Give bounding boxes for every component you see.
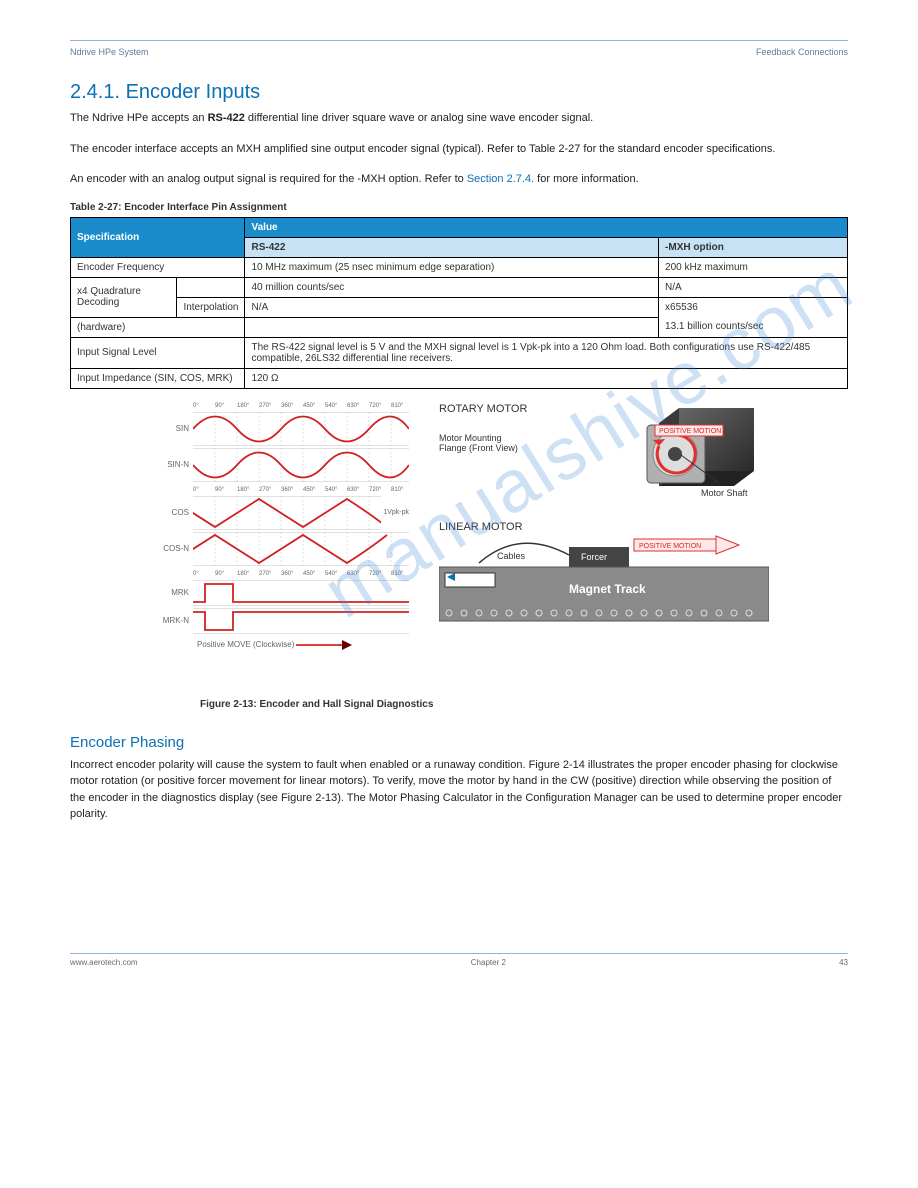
svg-text:720°: 720° [369,571,382,576]
svg-text:450°: 450° [303,571,316,576]
figure-caption: Figure 2-13: Encoder and Hall Signal Dia… [200,699,848,710]
svg-text:720°: 720° [369,403,382,408]
signal-label: SIN-N [149,460,193,469]
linear-title: LINEAR MOTOR [439,521,523,533]
svg-text:630°: 630° [347,403,360,408]
signal-label: MRK-N [149,616,193,625]
svg-text:Magnet Track: Magnet Track [569,582,646,596]
table-row: Interpolation N/A x65536 [71,297,848,317]
para-3: An encoder with an analog output signal … [70,171,848,188]
svg-text:270°: 270° [259,487,272,492]
top-rule [70,40,848,41]
table-row: Encoder Frequency 10 MHz maximum (25 nse… [71,257,848,277]
footer-right: 43 [839,958,848,967]
header-left: Ndrive HPe System [70,47,149,57]
signal-label: COS [149,508,193,517]
section-title: 2.4.1. Encoder Inputs [70,81,848,104]
page-header: Ndrive HPe System Feedback Connections [70,47,848,57]
table-row: Input Impedance (SIN, COS, MRK) 120 Ω [71,368,848,388]
header-right: Feedback Connections [756,47,848,57]
rotary-sub2: Flange (Front View) [439,443,609,453]
spec-table: Specification Value RS-422 -MXH option E… [70,217,848,389]
svg-text:360°: 360° [281,403,294,408]
svg-text:0°: 0° [193,487,199,492]
svg-text:270°: 270° [259,403,272,408]
svg-text:810°: 810° [391,571,404,576]
svg-text:POSITIVE MOTION: POSITIVE MOTION [639,543,701,550]
svg-text:180°: 180° [237,403,250,408]
svg-text:720°: 720° [369,487,382,492]
svg-text:Cables: Cables [497,551,526,561]
svg-text:180°: 180° [237,571,250,576]
signal-label: MRK [149,588,193,597]
vpk-label: 1Vpk-pk [383,509,409,516]
th-mxh: -MXH option [659,237,848,257]
svg-text:180°: 180° [237,487,250,492]
move-text: Positive MOVE (Clockwise) [197,640,294,649]
table-row: x4 Quadrature Decoding 40 million counts… [71,277,848,297]
svg-text:810°: 810° [391,487,404,492]
rotary-sub1: Motor Mounting [439,433,609,443]
signal-label: SIN [149,424,193,433]
rotary-motor-icon: POSITIVE MOTION Motor Shaft [619,403,769,503]
svg-text:Forcer: Forcer [581,552,607,562]
para-2: The encoder interface accepts an MXH amp… [70,141,848,158]
svg-text:Motor Shaft: Motor Shaft [701,488,748,498]
svg-text:90°: 90° [215,571,225,576]
footer-center: Chapter 2 [471,958,506,967]
svg-text:450°: 450° [303,487,316,492]
para-1: The Ndrive HPe accepts an RS-422 differe… [70,110,848,127]
th-spec: Specification [71,217,245,257]
svg-text:270°: 270° [259,571,272,576]
svg-text:540°: 540° [325,487,338,492]
svg-text:90°: 90° [215,487,225,492]
th-value: Value [245,217,848,237]
signal-diagram: 0° 90° 180° 270° 360° 450° 540° 630° 720° 810°… [149,399,769,689]
rotary-title: ROTARY MOTOR [439,403,609,415]
svg-text:630°: 630° [347,487,360,492]
arrow-right-icon [294,639,354,651]
th-rs422: RS-422 [245,237,659,257]
svg-text:540°: 540° [325,571,338,576]
svg-text:630°: 630° [347,571,360,576]
svg-text:360°: 360° [281,487,294,492]
encoder-phasing-body: Incorrect encoder polarity will cause th… [70,757,848,823]
svg-text:0°: 0° [193,403,199,408]
svg-text:810°: 810° [391,403,404,408]
svg-text:90°: 90° [215,403,225,408]
table-row: (hardware) 13.1 billion counts/sec [71,317,848,337]
signal-label: COS-N [149,544,193,553]
svg-text:360°: 360° [281,571,294,576]
svg-text:0°: 0° [193,571,199,576]
page-footer: www.aerotech.com Chapter 2 43 [70,953,848,967]
svg-text:450°: 450° [303,403,316,408]
footer-left: www.aerotech.com [70,958,138,967]
svg-text:540°: 540° [325,403,338,408]
svg-text:POSITIVE MOTION: POSITIVE MOTION [659,428,721,435]
linear-motor-icon: Cables Forcer POSITIVE MOTION Magnet Tra… [439,533,769,633]
table-caption: Table 2-27: Encoder Interface Pin Assign… [70,202,848,213]
table-row: Input Signal Level The RS-422 signal lev… [71,337,848,368]
subsection-title: Encoder Phasing [70,734,848,751]
